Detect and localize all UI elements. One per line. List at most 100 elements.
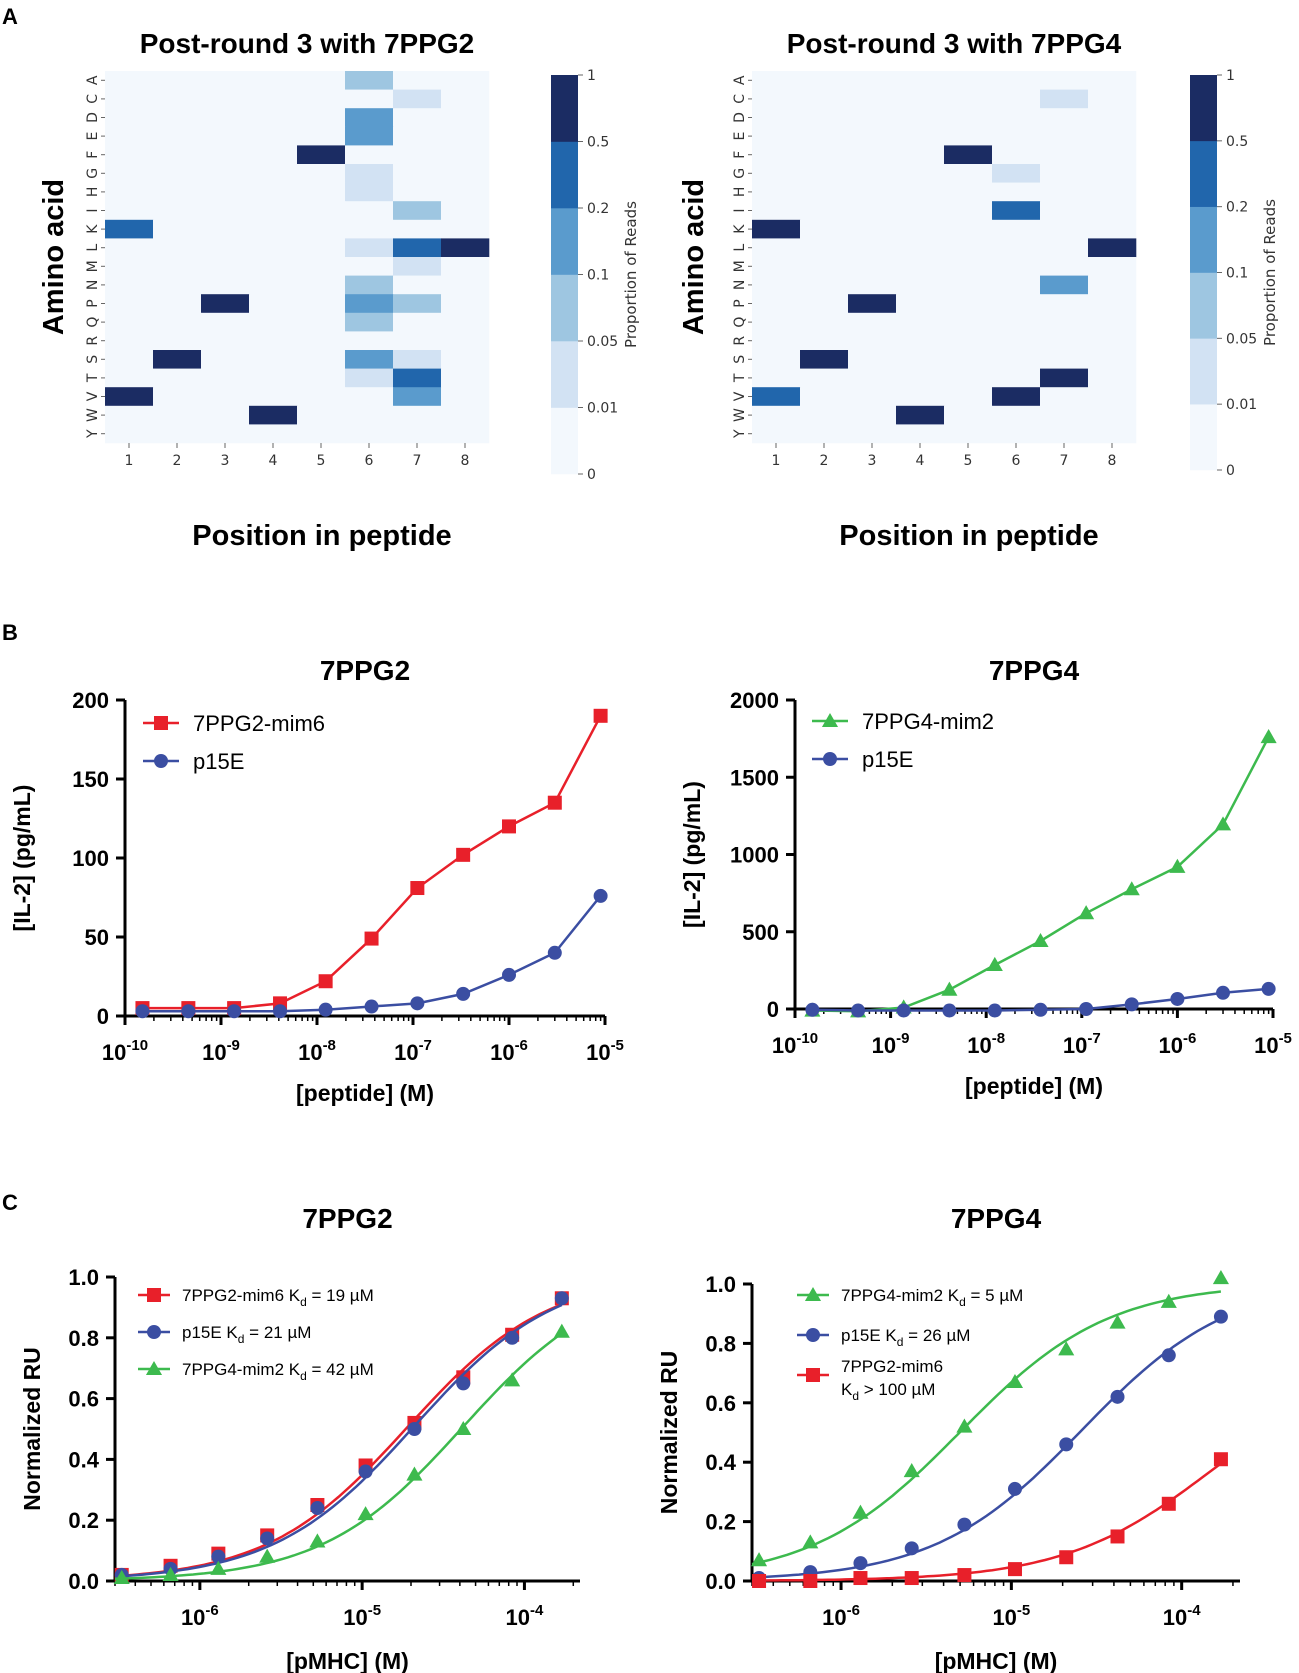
chart-title: 7PPG2 (302, 1203, 392, 1234)
heatmap-cell (944, 182, 993, 202)
heatmap-cell (848, 387, 897, 407)
data-point (364, 999, 379, 1014)
heatmap-cell (800, 424, 849, 444)
heatmap-cell (297, 275, 346, 295)
heatmap-cell (848, 331, 897, 351)
colorbar-tick-label: 0 (1226, 463, 1235, 479)
heatmap-cell (1088, 71, 1137, 90)
heatmap-cell (153, 182, 202, 202)
heatmap-cell (992, 312, 1041, 332)
data-point (1170, 991, 1185, 1006)
heatmap-cell (105, 257, 154, 276)
heatmap-cell (249, 164, 298, 183)
data-point (803, 1574, 818, 1588)
heatmap-cell (992, 71, 1041, 90)
colorbar-band (1190, 272, 1217, 339)
colorbar-band (551, 274, 578, 342)
x-axis-label: [pMHC] (M) (935, 1648, 1058, 1673)
x-tick-label: 10-7 (1063, 1030, 1101, 1058)
heatmap-cell (944, 164, 993, 183)
data-point (942, 1003, 957, 1018)
y-tick-label: 0.0 (68, 1569, 99, 1594)
heatmap-cell (1040, 182, 1089, 202)
data-point (1109, 1314, 1126, 1329)
legend-label: 7PPG2-mim6 Kd = 19 µM (182, 1286, 374, 1309)
legend-label: 7PPG2-mim6 (841, 1357, 943, 1376)
heatmap-cell (297, 164, 346, 183)
y-tick-label: 0.8 (68, 1326, 99, 1351)
legend-label: 7PPG2-mim6 (193, 711, 325, 736)
heatmap-cell (201, 219, 250, 239)
x-tick-label: 10-5 (343, 1602, 381, 1630)
heatmap-cell (848, 257, 897, 276)
heatmap-cell (393, 108, 442, 128)
legend-marker (823, 752, 837, 766)
y-tick-label: 1.0 (68, 1265, 99, 1290)
heatmap-cell (393, 126, 442, 146)
heatmap-cell (345, 145, 394, 165)
heatmap-cell (153, 219, 202, 239)
heatmap-cell (393, 368, 442, 388)
heatmap-cell (1040, 71, 1089, 90)
heatmap-cell (249, 424, 298, 444)
heatmap-cell (752, 368, 801, 388)
colorbar-label: Proportion of Reads (622, 201, 640, 348)
data-point (410, 996, 425, 1011)
heatmap-cell (800, 294, 849, 314)
data-point (135, 1004, 150, 1019)
heatmap-cell (201, 387, 250, 407)
x-tick-label: 10-6 (490, 1037, 528, 1065)
y-tick-label: C (732, 94, 748, 104)
heatmap-cell (800, 126, 849, 146)
heatmap-cell (800, 368, 849, 388)
legend-label: p15E Kd = 26 µM (841, 1326, 970, 1349)
heatmap-cell (752, 89, 801, 109)
heatmap-cell (800, 350, 849, 369)
heatmap-cell (944, 89, 993, 109)
data-point (547, 945, 562, 960)
heatmap-cell (1088, 387, 1137, 407)
data-point (406, 1466, 423, 1481)
heatmap-cell (1088, 182, 1137, 202)
heatmap-cell (153, 350, 202, 369)
heatmap-cell (848, 126, 897, 146)
y-tick-label: L (85, 244, 101, 252)
x-tick-label: 8 (461, 453, 470, 469)
data-point (904, 1541, 919, 1556)
y-tick-label: P (732, 299, 748, 307)
heatmap-cell (249, 368, 298, 388)
heatmap-cell (752, 294, 801, 314)
x-tick-label: 10-10 (102, 1037, 148, 1065)
y-tick-label: I (85, 208, 101, 212)
heatmap-cell (105, 219, 154, 239)
y-axis-label: Normalized RU (19, 1347, 45, 1511)
y-tick-label: 0.4 (68, 1447, 99, 1472)
series-line (812, 736, 1270, 1013)
heatmap-cell (752, 331, 801, 351)
heatmap-cell (201, 145, 250, 165)
legend-label: p15E (193, 749, 244, 774)
heatmap-cell (800, 71, 849, 90)
colorbar-band (551, 208, 578, 275)
data-point (1078, 905, 1095, 920)
heatmap-cell (105, 405, 154, 425)
heatmap-cell (896, 238, 945, 258)
series-line (142, 895, 602, 1013)
y-tick-label: R (732, 336, 748, 346)
heatmap-cell (201, 312, 250, 332)
heatmap-cell (249, 89, 298, 109)
heatmap-cell (345, 108, 394, 128)
data-point (750, 1552, 768, 1567)
heatmap-cell (441, 71, 490, 90)
heatmap-cell (297, 145, 346, 165)
heatmap-cell (105, 294, 154, 314)
heatmap-cell (752, 275, 801, 295)
y-tick-label: N (85, 280, 101, 290)
heatmap-cell (249, 219, 298, 239)
data-point (113, 1569, 130, 1584)
data-point (259, 1548, 276, 1563)
data-point (318, 1002, 333, 1017)
heatmap-cell (105, 71, 154, 90)
heatmap-cell (752, 350, 801, 369)
heatmap-cell (944, 405, 993, 425)
